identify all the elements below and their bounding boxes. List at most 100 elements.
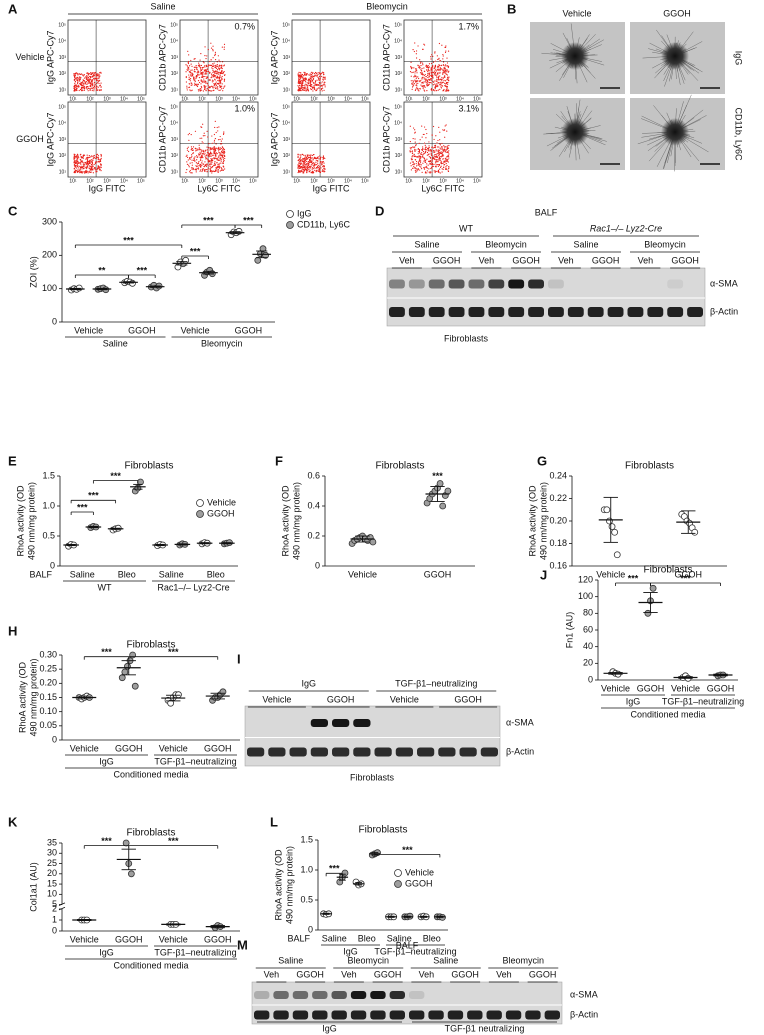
legend-label: IgG [297, 208, 312, 218]
event-dot [428, 153, 429, 154]
event-dot [298, 154, 299, 155]
axis-label: IgG APC-Cy7 [45, 30, 55, 84]
event-dot [413, 147, 414, 148]
event-dot [204, 89, 205, 90]
panel-label: A [8, 1, 18, 16]
event-dot [200, 68, 201, 69]
event-dot [75, 156, 76, 157]
event-dot [322, 169, 323, 170]
event-dot [420, 88, 421, 89]
event-dot [306, 164, 307, 165]
percent-label: 3.1% [458, 103, 479, 113]
event-dot [187, 68, 188, 69]
event-dot [305, 155, 306, 156]
event-dot [320, 157, 321, 158]
event-dot [434, 51, 435, 52]
event-dot [444, 164, 445, 165]
event-dot [216, 85, 217, 86]
event-dot [416, 161, 417, 162]
event-dot [448, 77, 449, 78]
event-dot [436, 83, 437, 84]
event-dot [83, 75, 84, 76]
event-dot [98, 157, 99, 158]
event-dot [89, 90, 90, 91]
event-dot [304, 161, 305, 162]
y-axis-label: Fn1 (AU) [564, 612, 574, 649]
event-dot [438, 90, 439, 91]
band [438, 748, 455, 757]
event-dot [300, 160, 301, 161]
event-dot [313, 76, 314, 77]
event-dot [439, 143, 440, 144]
event-dot [96, 169, 97, 170]
event-dot [435, 85, 436, 86]
event-dot [424, 159, 425, 160]
event-dot [91, 168, 92, 169]
event-dot [313, 85, 314, 86]
event-dot [210, 167, 211, 168]
event-dot [437, 85, 438, 86]
event-dot [78, 167, 79, 168]
event-dot [189, 166, 190, 167]
event-dot [78, 171, 79, 172]
event-dot [207, 158, 208, 159]
x-tick-label: Bleo [118, 569, 136, 579]
event-dot [324, 171, 325, 172]
event-dot [202, 82, 203, 83]
event-dot [312, 163, 313, 164]
event-dot [313, 154, 314, 155]
data-point [437, 481, 443, 487]
event-dot [91, 88, 92, 89]
event-dot [214, 171, 215, 172]
event-dot [299, 158, 300, 159]
y-tick-label: 1.5 [300, 834, 313, 844]
tick-label: 10⁵ [58, 22, 66, 28]
event-dot [96, 78, 97, 79]
event-dot [444, 83, 445, 84]
band [254, 991, 269, 999]
event-dot [190, 80, 191, 81]
event-dot [419, 166, 420, 167]
event-dot [204, 133, 205, 134]
event-dot [302, 161, 303, 162]
event-dot [447, 148, 448, 149]
event-dot [419, 80, 420, 81]
event-dot [85, 76, 86, 77]
blot-label: GGOH [451, 969, 479, 979]
event-dot [315, 164, 316, 165]
event-dot [214, 146, 215, 147]
band [548, 307, 564, 317]
y-tick-label: 0.18 [549, 538, 567, 548]
event-dot [218, 55, 219, 56]
event-dot [221, 70, 222, 71]
event-dot [425, 145, 426, 146]
event-dot [207, 169, 208, 170]
event-dot [224, 151, 225, 152]
event-dot [427, 152, 428, 153]
event-dot [217, 72, 218, 73]
event-dot [420, 62, 421, 63]
event-dot [415, 82, 416, 83]
tick-label: 10¹ [293, 96, 301, 102]
event-dot [312, 72, 313, 73]
event-dot [427, 82, 428, 83]
event-dot [201, 87, 202, 88]
event-dot [90, 169, 91, 170]
event-dot [191, 167, 192, 168]
event-dot [192, 148, 193, 149]
event-dot [312, 155, 313, 156]
event-dot [208, 147, 209, 148]
event-dot [309, 170, 310, 171]
event-dot [324, 165, 325, 166]
event-dot [412, 161, 413, 162]
event-dot [425, 162, 426, 163]
event-dot [84, 172, 85, 173]
event-dot [299, 77, 300, 78]
event-dot [435, 172, 436, 173]
event-dot [204, 65, 205, 66]
event-dot [320, 86, 321, 87]
blot-label: TGF-β1–neutralizing [395, 678, 477, 688]
event-dot [96, 171, 97, 172]
event-dot [313, 162, 314, 163]
x-tick-label: Bleo [423, 933, 441, 943]
